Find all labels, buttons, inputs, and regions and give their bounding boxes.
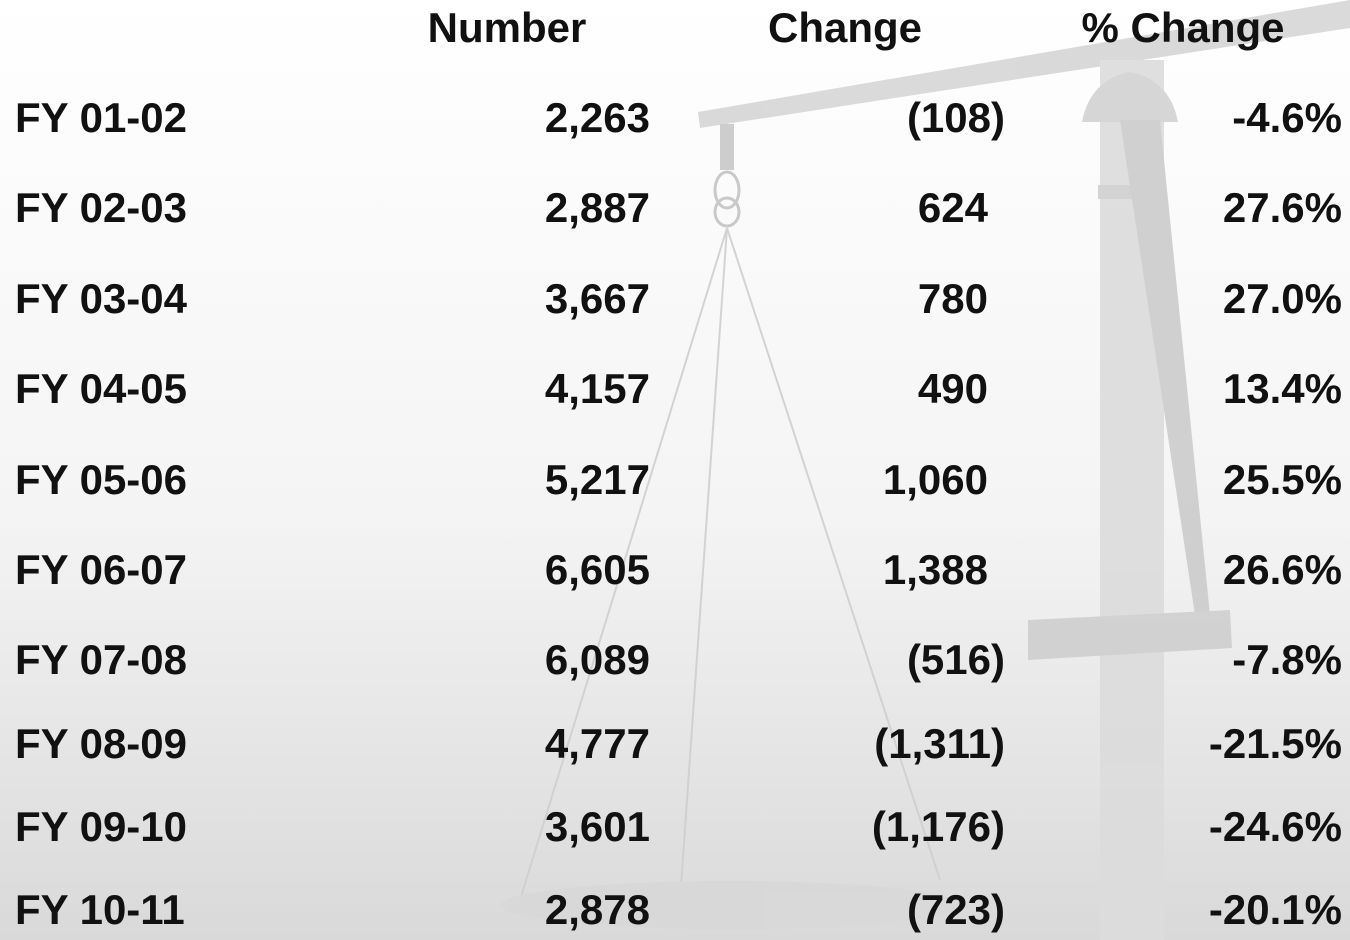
change-cell: 490	[918, 365, 988, 412]
percent-cell: 13.4%	[1223, 365, 1342, 412]
column-header: Change	[768, 4, 922, 51]
row-label: FY 04-05	[15, 365, 187, 412]
change-cell: 1,388	[883, 546, 988, 593]
number-cell: 2,263	[545, 94, 650, 141]
number-cell: 3,601	[545, 803, 650, 850]
percent-cell: -21.5%	[1209, 720, 1342, 767]
change-cell: (516)	[907, 636, 1005, 683]
row-label: FY 05-06	[15, 456, 187, 503]
number-cell: 3,667	[545, 275, 650, 322]
percent-cell: -20.1%	[1209, 886, 1342, 933]
slide: Number Change % Change FY 01-02 2,263 (108…	[0, 0, 1350, 940]
change-cell: (1,311)	[874, 720, 1005, 767]
change-cell: 780	[918, 275, 988, 322]
number-cell: 2,887	[545, 184, 650, 231]
row-label: FY 01-02	[15, 94, 187, 141]
percent-cell: -24.6%	[1209, 803, 1342, 850]
change-cell: (1,176)	[872, 803, 1005, 850]
number-cell: 4,157	[545, 365, 650, 412]
row-label: FY 02-03	[15, 184, 187, 231]
change-cell: (723)	[907, 886, 1005, 933]
percent-cell: 27.0%	[1223, 275, 1342, 322]
row-label: FY 10-11	[15, 886, 185, 933]
number-cell: 5,217	[545, 456, 650, 503]
change-cell: 624	[918, 184, 989, 231]
change-cell: (108)	[907, 94, 1005, 141]
row-label: FY 06-07	[15, 546, 187, 593]
column-header: % Change	[1081, 4, 1284, 51]
percent-cell: -4.6%	[1232, 94, 1342, 141]
percent-cell: 25.5%	[1223, 456, 1342, 503]
row-label: FY 03-04	[15, 275, 188, 322]
header-row: Number Change % Change	[428, 4, 1285, 51]
number-cell: 4,777	[545, 720, 650, 767]
page: Number Change % Change FY 01-02 2,263 (108…	[0, 0, 1350, 940]
number-cell: 2,878	[545, 886, 650, 933]
number-cell: 6,605	[545, 546, 650, 593]
row-label: FY 07-08	[15, 636, 187, 683]
number-cell: 6,089	[545, 636, 650, 683]
column-header: Number	[428, 4, 587, 51]
change-cell: 1,060	[883, 456, 988, 503]
row-label: FY 09-10	[15, 803, 187, 850]
percent-cell: -7.8%	[1232, 636, 1342, 683]
percent-cell: 26.6%	[1223, 546, 1342, 593]
percent-cell: 27.6%	[1223, 184, 1342, 231]
row-label: FY 08-09	[15, 720, 187, 767]
